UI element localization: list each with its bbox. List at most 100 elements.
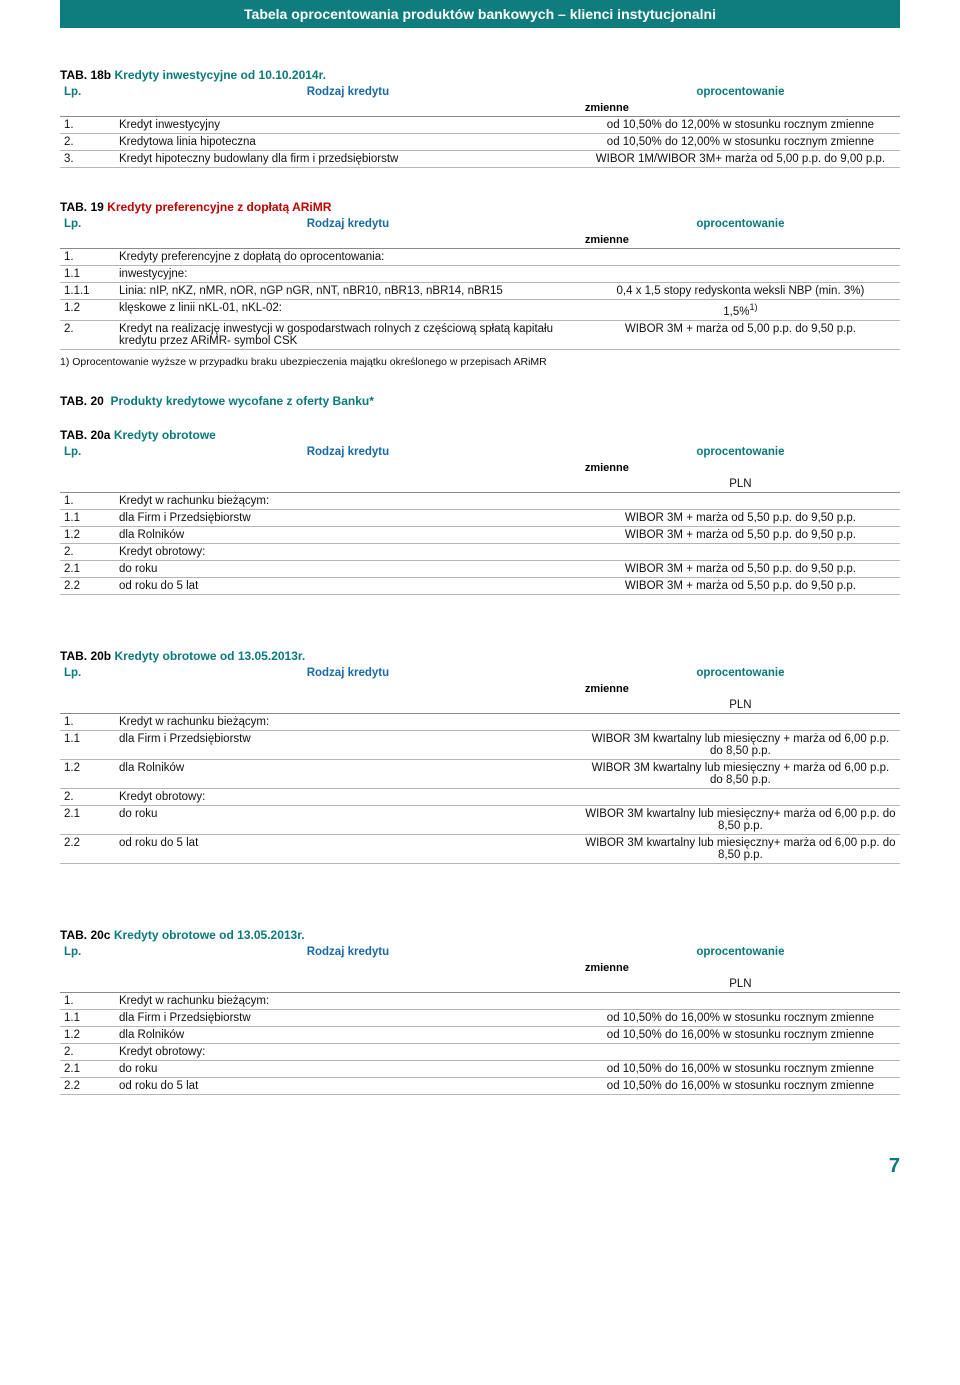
cell-lp: 1. [60, 249, 115, 266]
cell-name: Kredyt hipoteczny budowlany dla firm i p… [115, 151, 581, 168]
sub-zmienne: zmienne [581, 100, 900, 117]
currency-pln: PLN [581, 976, 900, 993]
tab-code: 20c [90, 928, 110, 942]
section-title-20c: TAB. 20c Kredyty obrotowe od 13.05.2013r… [60, 928, 900, 942]
table-row: 2.Kredytowa linia hipotecznaod 10,50% do… [60, 134, 900, 151]
tab-name: Kredyty inwestycyjne od 10.10.2014r. [114, 68, 325, 82]
cell-value [581, 266, 900, 283]
cell-lp: 1.1 [60, 730, 115, 759]
cell-name: dla Firm i Przedsiębiorstw [115, 509, 581, 526]
cell-name: dla Firm i Przedsiębiorstw [115, 730, 581, 759]
cell-name: Kredyty preferencyjne z dopłatą do oproc… [115, 249, 581, 266]
cell-lp: 2.1 [60, 1060, 115, 1077]
table-row: 1.Kredyt w rachunku bieżącym: [60, 713, 900, 730]
cell-lp: 2.2 [60, 834, 115, 863]
table-row: 2.Kredyt obrotowy: [60, 1043, 900, 1060]
footnote-19: 1) Oprocentowanie wyższe w przypadku bra… [60, 356, 900, 368]
cell-value [581, 788, 900, 805]
cell-lp: 3. [60, 151, 115, 168]
table-row: 1.1inwestycyjne: [60, 266, 900, 283]
col-rodzaj: Rodzaj kredytu [115, 84, 581, 100]
table-row: 2.1do rokuWIBOR 3M + marża od 5,50 p.p. … [60, 560, 900, 577]
cell-value: WIBOR 3M + marża od 5,00 p.p. do 9,50 p.… [581, 320, 900, 349]
table-row: 3.Kredyt hipoteczny budowlany dla firm i… [60, 151, 900, 168]
cell-value [581, 249, 900, 266]
cell-lp: 1.1.1 [60, 283, 115, 300]
cell-value: WIBOR 3M + marża od 5,50 p.p. do 9,50 p.… [581, 509, 900, 526]
cell-name: klęskowe z linii nKL-01, nKL-02: [115, 300, 581, 321]
cell-value: WIBOR 3M + marża od 5,50 p.p. do 9,50 p.… [581, 526, 900, 543]
table-row: 1.2klęskowe z linii nKL-01, nKL-02:1,5%1… [60, 300, 900, 321]
col-oproc: oprocentowanie [581, 444, 900, 460]
sub-zmienne: zmienne [581, 681, 900, 697]
cell-lp: 1.2 [60, 759, 115, 788]
table-20a: Lp. Rodzaj kredytu oprocentowanie zmienn… [60, 444, 900, 595]
section-title-18b: TAB. 18b Kredyty inwestycyjne od 10.10.2… [60, 68, 900, 82]
col-rodzaj: Rodzaj kredytu [115, 665, 581, 681]
cell-value [581, 492, 900, 509]
tab-prefix: TAB. [60, 200, 87, 214]
table-row: 1.Kredyt w rachunku bieżącym: [60, 492, 900, 509]
cell-name: do roku [115, 560, 581, 577]
cell-lp: 1.1 [60, 1009, 115, 1026]
cell-lp: 2.1 [60, 805, 115, 834]
table-row: 1.Kredyt inwestycyjnyod 10,50% do 12,00%… [60, 117, 900, 134]
footnote-ref: 1) [750, 302, 758, 312]
table-19: Lp. Rodzaj kredytu oprocentowanie zmienn… [60, 216, 900, 350]
cell-lp: 2. [60, 1043, 115, 1060]
cell-name: inwestycyjne: [115, 266, 581, 283]
tab-code: 18b [90, 68, 111, 82]
col-rodzaj: Rodzaj kredytu [115, 944, 581, 960]
cell-name: dla Rolników [115, 1026, 581, 1043]
tab-name: Kredyty preferencyjne z dopłatą ARiMR [107, 200, 331, 214]
cell-name: od roku do 5 lat [115, 1077, 581, 1094]
tab-prefix: TAB. [60, 394, 87, 408]
section-title-19: TAB. 19 Kredyty preferencyjne z dopłatą … [60, 200, 900, 214]
table-row: 2.2od roku do 5 latWIBOR 3M kwartalny lu… [60, 834, 900, 863]
page-number: 7 [0, 1155, 960, 1178]
table-row: 2.Kredyt obrotowy: [60, 788, 900, 805]
cell-value: WIBOR 3M + marża od 5,50 p.p. do 9,50 p.… [581, 577, 900, 594]
table-row: 1.1dla Firm i Przedsiębiorstwod 10,50% d… [60, 1009, 900, 1026]
cell-name: Kredyt inwestycyjny [115, 117, 581, 134]
cell-value [581, 1043, 900, 1060]
tab-name: Kredyty obrotowe od 13.05.2013r. [114, 928, 305, 942]
table-row: 2.1do rokuod 10,50% do 16,00% w stosunku… [60, 1060, 900, 1077]
tab-code: 20b [90, 649, 111, 663]
currency-pln: PLN [581, 697, 900, 714]
table-20c: Lp. Rodzaj kredytu oprocentowanie zmienn… [60, 944, 900, 1095]
cell-lp: 1. [60, 992, 115, 1009]
table-row: 2.Kredyt obrotowy: [60, 543, 900, 560]
table-row: 1.Kredyty preferencyjne z dopłatą do opr… [60, 249, 900, 266]
sub-zmienne: zmienne [581, 232, 900, 249]
table-row: 1.Kredyt w rachunku bieżącym: [60, 992, 900, 1009]
col-lp: Lp. [60, 665, 115, 681]
sub-zmienne: zmienne [581, 460, 900, 476]
table-row: 1.1dla Firm i PrzedsiębiorstwWIBOR 3M kw… [60, 730, 900, 759]
cell-value: od 10,50% do 16,00% w stosunku rocznym z… [581, 1009, 900, 1026]
cell-value: 1,5%1) [581, 300, 900, 321]
cell-lp: 1. [60, 492, 115, 509]
tab-prefix: TAB. [60, 928, 87, 942]
col-lp: Lp. [60, 444, 115, 460]
tab-name: Kredyty obrotowe [114, 428, 216, 442]
cell-lp: 1. [60, 117, 115, 134]
cell-lp: 2.1 [60, 560, 115, 577]
cell-value: od 10,50% do 12,00% w stosunku rocznym z… [581, 134, 900, 151]
cell-lp: 2. [60, 543, 115, 560]
tab-code: 20a [90, 428, 110, 442]
cell-name: dla Firm i Przedsiębiorstw [115, 1009, 581, 1026]
cell-lp: 1.2 [60, 300, 115, 321]
table-20b: Lp. Rodzaj kredytu oprocentowanie zmienn… [60, 665, 900, 864]
cell-value: WIBOR 1M/WIBOR 3M+ marża od 5,00 p.p. do… [581, 151, 900, 168]
cell-name: Kredyt w rachunku bieżącym: [115, 713, 581, 730]
section-title-20b: TAB. 20b Kredyty obrotowe od 13.05.2013r… [60, 649, 900, 663]
col-lp: Lp. [60, 84, 115, 100]
cell-value [581, 992, 900, 1009]
cell-lp: 1.1 [60, 509, 115, 526]
cell-value: od 10,50% do 16,00% w stosunku rocznym z… [581, 1077, 900, 1094]
cell-lp: 2.2 [60, 1077, 115, 1094]
table-row: 2.2od roku do 5 latWIBOR 3M + marża od 5… [60, 577, 900, 594]
cell-value: WIBOR 3M kwartalny lub miesięczny + marż… [581, 730, 900, 759]
cell-name: dla Rolników [115, 759, 581, 788]
